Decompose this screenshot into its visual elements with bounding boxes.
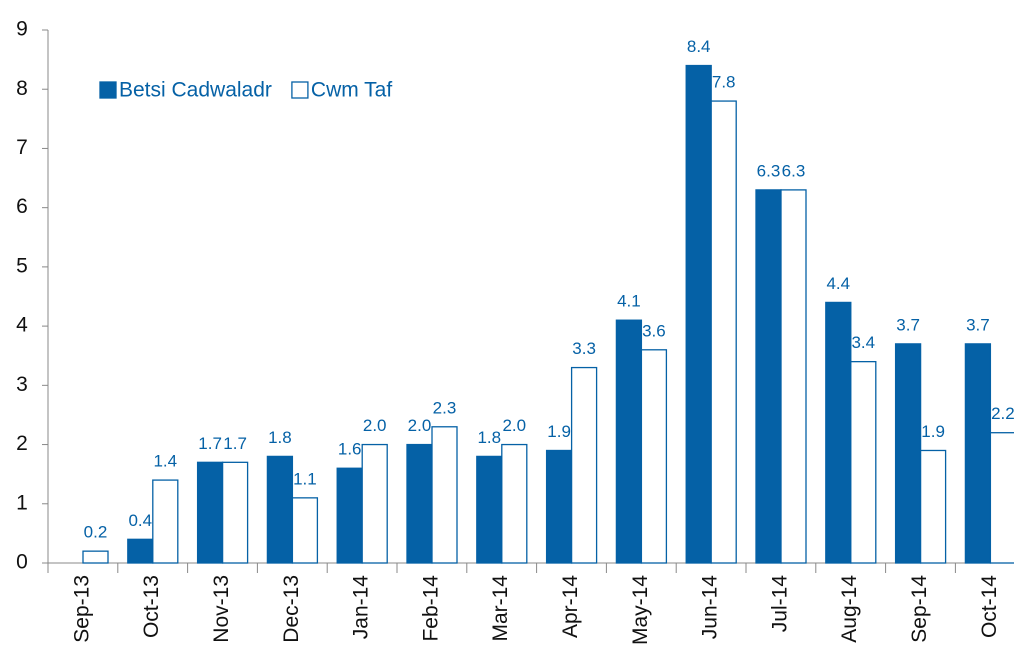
value-label: 0.2 <box>84 523 108 542</box>
x-tick-label: Jun-14 <box>699 575 722 640</box>
x-tick-label: May-14 <box>629 575 652 645</box>
bar <box>196 461 224 564</box>
x-tick-label: Jul-14 <box>768 575 791 633</box>
bar <box>825 301 852 564</box>
bar <box>127 538 154 564</box>
x-tick-label: Sep-14 <box>908 575 931 643</box>
value-label: 6.3 <box>757 161 781 180</box>
x-tick-label: Jan-14 <box>350 575 373 640</box>
value-label: 1.9 <box>921 422 945 441</box>
bar <box>336 467 363 564</box>
bar <box>919 449 947 564</box>
bar <box>850 360 877 564</box>
y-tick-label: 4 <box>16 314 28 337</box>
x-tick-label: Sep-13 <box>70 575 93 643</box>
value-label: 1.6 <box>338 440 362 459</box>
bar <box>964 343 992 564</box>
bar <box>710 100 737 564</box>
value-label: 2.0 <box>363 416 387 435</box>
bar <box>685 64 712 564</box>
y-tick-label: 9 <box>16 18 28 41</box>
legend-label: Betsi Cadwaladr <box>119 79 272 102</box>
value-label: 2.3 <box>433 398 457 417</box>
bar <box>570 366 598 564</box>
value-label: 4.4 <box>826 274 850 293</box>
value-label: 1.8 <box>477 428 501 447</box>
value-label: 1.7 <box>198 434 222 453</box>
bar <box>152 479 179 564</box>
x-tick-label: Feb-14 <box>419 575 442 642</box>
bar <box>82 550 109 564</box>
bar <box>221 461 249 564</box>
x-tick-label: Dec-13 <box>280 575 303 643</box>
value-label: 6.3 <box>782 161 806 180</box>
bar <box>989 432 1014 564</box>
y-tick-label: 5 <box>16 254 28 277</box>
value-label: 2.0 <box>502 416 526 435</box>
legend-swatch <box>99 81 117 99</box>
value-label: 2.0 <box>408 416 432 435</box>
y-tick-label: 3 <box>16 373 28 396</box>
y-tick-label: 6 <box>16 195 28 218</box>
bar <box>476 455 503 564</box>
bar <box>501 443 528 564</box>
bar <box>615 319 643 564</box>
legend-label: Cwm Taf <box>311 79 392 102</box>
value-label: 3.7 <box>966 315 990 334</box>
value-label: 3.3 <box>572 339 596 358</box>
bar <box>361 443 388 564</box>
value-label: 7.8 <box>712 73 736 92</box>
x-tick-label: Oct-13 <box>140 575 163 638</box>
value-label: 0.4 <box>128 511 152 530</box>
x-tick-label: Oct-14 <box>978 575 1001 638</box>
value-label: 1.9 <box>547 422 571 441</box>
legend: Betsi Cadwaladr Cwm Taf <box>99 79 392 102</box>
bar <box>894 343 922 564</box>
bar <box>266 455 294 564</box>
value-label: 8.4 <box>687 37 711 56</box>
x-tick-label: Nov-13 <box>210 575 233 643</box>
y-tick-label: 7 <box>16 136 28 159</box>
bar <box>780 189 807 564</box>
legend-swatch <box>291 81 309 99</box>
bar <box>640 349 668 564</box>
x-tick-label: Apr-14 <box>559 575 582 638</box>
value-label: 1.1 <box>293 469 317 488</box>
bar <box>755 189 782 564</box>
y-tick-label: 1 <box>16 491 28 514</box>
bar <box>545 449 573 564</box>
y-tick-label: 0 <box>16 551 28 574</box>
value-label: 1.4 <box>153 452 177 471</box>
y-tick-label: 2 <box>16 432 28 455</box>
value-label: 3.6 <box>642 321 666 340</box>
value-label: 3.7 <box>896 315 920 334</box>
value-label: 2.2 <box>991 404 1014 423</box>
value-label: 1.8 <box>268 428 292 447</box>
y-tick-label: 8 <box>16 77 28 100</box>
bar <box>291 497 319 564</box>
bar <box>406 443 433 564</box>
value-label: 4.1 <box>617 292 641 311</box>
value-label: 3.4 <box>851 333 875 352</box>
x-tick-label: Mar-14 <box>489 575 512 642</box>
x-tick-label: Aug-14 <box>838 575 861 643</box>
bar <box>431 426 458 564</box>
value-label: 1.7 <box>223 434 247 453</box>
